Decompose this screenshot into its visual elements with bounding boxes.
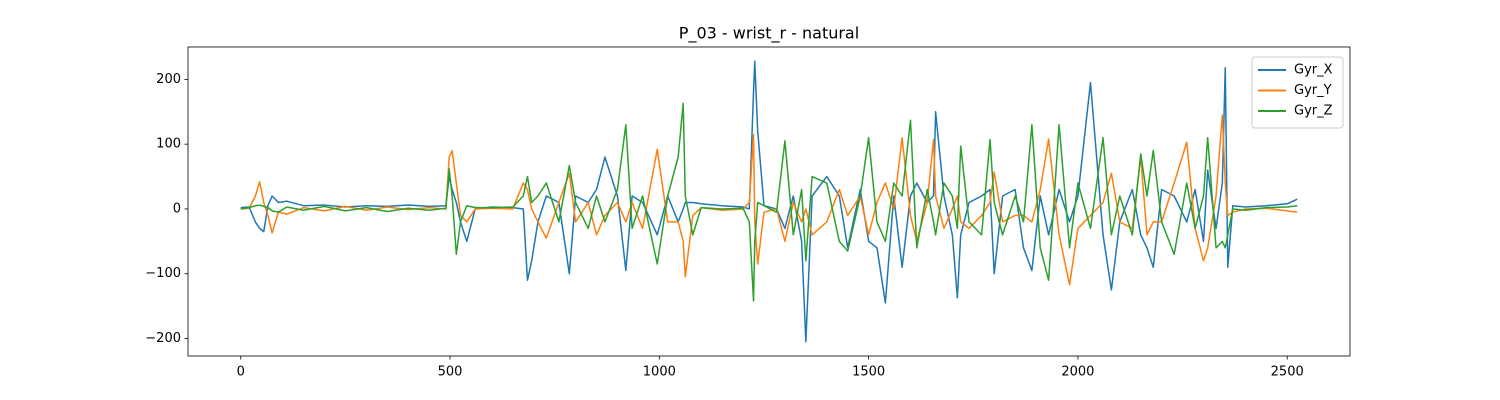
- y-tick-label: 0: [173, 201, 181, 216]
- y-tick-label: −100: [145, 266, 181, 281]
- chart-title: P_03 - wrist_r - natural: [679, 24, 859, 44]
- x-tick-label: 0: [237, 365, 245, 380]
- data-line: [240, 60, 1298, 343]
- legend-label: Gyr_X: [1294, 63, 1333, 78]
- data-line: [240, 102, 1298, 302]
- legend: Gyr_X Gyr_Y Gyr_Z: [1251, 56, 1344, 129]
- y-tick-label: −200: [145, 331, 181, 346]
- x-tick-label: 1000: [643, 365, 676, 380]
- x-tick-label: 2000: [1061, 365, 1094, 380]
- legend-label: Gyr_Z: [1294, 104, 1333, 119]
- x-tick-label: 500: [438, 365, 463, 380]
- legend-label: Gyr_Y: [1294, 83, 1332, 98]
- x-tick-label: 1500: [852, 365, 885, 380]
- y-tick-label: 100: [156, 137, 181, 152]
- axes-frame: [187, 46, 1351, 357]
- x-tick-label: 2500: [1271, 365, 1304, 380]
- y-tick-label: 200: [156, 72, 181, 87]
